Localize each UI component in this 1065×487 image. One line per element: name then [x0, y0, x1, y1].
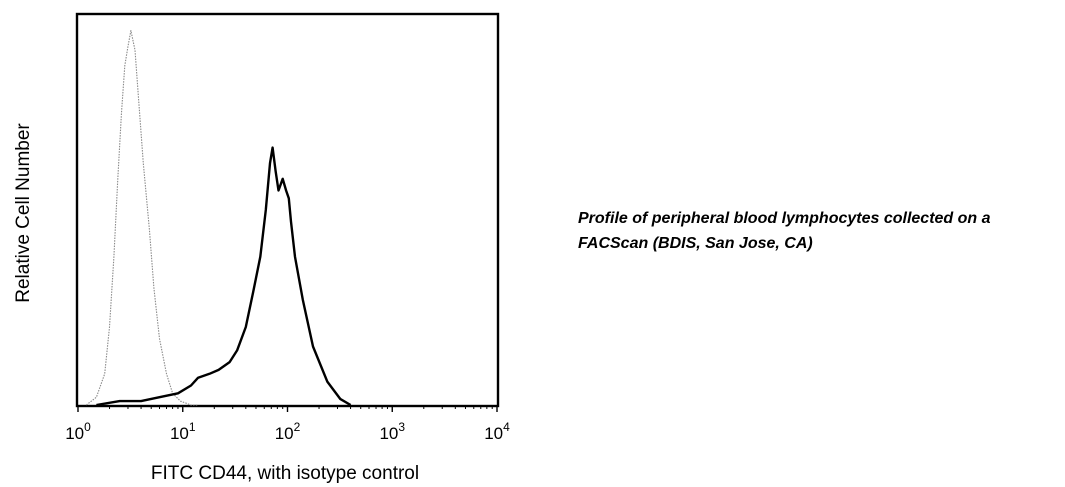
x-axis-ticks: 100 101 102 103 104 — [65, 405, 510, 443]
caption-line-1: Profile of peripheral blood lymphocytes … — [578, 210, 991, 227]
x-tick-label: 100 — [65, 420, 91, 443]
y-axis-title: Relative Cell Number — [13, 123, 34, 303]
histogram-series-1 — [85, 30, 199, 406]
x-tick-label: 103 — [379, 420, 405, 443]
figure-caption: Profile of peripheral blood lymphocytes … — [578, 206, 1058, 256]
plot-frame — [75, 12, 500, 408]
histogram-series-2 — [96, 146, 352, 407]
x-tick-label: 101 — [170, 420, 196, 443]
caption-line-2: FACScan (BDIS, San Jose, CA) — [578, 235, 813, 252]
x-axis-title: FITC CD44, with isotype control — [151, 463, 419, 484]
x-tick-label: 104 — [484, 420, 510, 443]
series-layer — [85, 30, 352, 407]
plot-panel: 100 101 102 103 104 FITC CD44, with isotype … — [13, 12, 511, 484]
histogram-chart: 100 101 102 103 104 FITC CD44, with isotype … — [13, 12, 510, 484]
x-tick-label: 102 — [275, 420, 301, 443]
